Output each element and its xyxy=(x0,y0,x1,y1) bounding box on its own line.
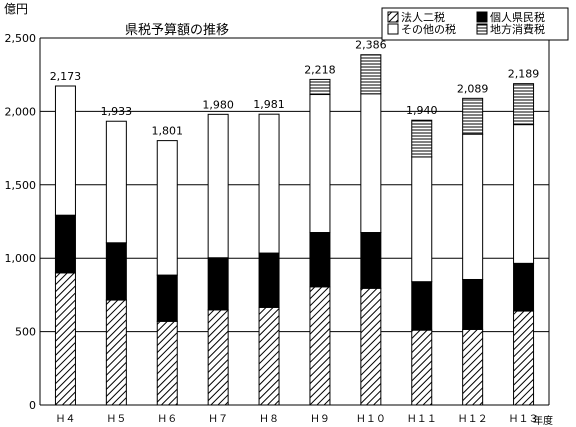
y-tick-label: 500 xyxy=(15,326,36,339)
bar-segment-3 xyxy=(105,120,127,244)
total-label: 2,173 xyxy=(50,70,82,83)
bar-segment-1 xyxy=(513,310,535,406)
legend-label: 法人二税 xyxy=(401,10,445,24)
x-tick-label: Ｈ８ xyxy=(259,414,279,425)
bar-segment-2 xyxy=(54,214,76,274)
total-label: 2,386 xyxy=(355,39,387,52)
bar-segment-2 xyxy=(105,242,127,301)
x-tick-label: Ｈ４ xyxy=(55,414,75,425)
x-axis-label: 年度 xyxy=(533,414,553,427)
bar-segment-3 xyxy=(258,113,280,254)
x-tick-label: Ｈ１２ xyxy=(458,414,488,425)
bar-segment-1 xyxy=(258,306,280,406)
bar-segment-3 xyxy=(411,156,433,283)
bar-segment-3 xyxy=(513,124,535,264)
total-label: 1,933 xyxy=(101,105,133,118)
total-label: 1,980 xyxy=(202,98,234,111)
y-tick-label: 2,500 xyxy=(5,32,37,45)
legend-label: その他の税 xyxy=(401,22,456,36)
bar-segment-1 xyxy=(411,329,433,406)
legend-swatch xyxy=(476,11,488,23)
bar-segment-4 xyxy=(462,97,484,135)
bar-segment-2 xyxy=(258,252,280,308)
y-tick-label: 0 xyxy=(29,399,36,412)
x-tick-label: Ｈ１１ xyxy=(407,414,437,425)
bar-segment-1 xyxy=(207,309,229,406)
total-label: 2,218 xyxy=(304,63,336,76)
bar-segment-2 xyxy=(411,281,433,331)
bar-segment-2 xyxy=(513,262,535,312)
total-label: 2,089 xyxy=(457,82,489,95)
bar-segment-2 xyxy=(360,232,382,289)
y-tick-labels: 0 500 1,000 1,500 2,000 2,500 xyxy=(5,32,37,412)
bar-segment-3 xyxy=(207,113,229,259)
legend-label: 地方消費税 xyxy=(490,22,545,36)
bar-segment-1 xyxy=(462,328,484,406)
bar-segment-3 xyxy=(156,140,178,276)
y-tick-label: 2,000 xyxy=(5,105,37,118)
bar-segment-1 xyxy=(360,287,382,406)
legend-swatch xyxy=(387,23,399,35)
x-tick-labels: Ｈ４ Ｈ５ Ｈ６ Ｈ７ Ｈ８ Ｈ９ Ｈ１０ Ｈ１１ Ｈ１２ Ｈ１３ xyxy=(55,414,538,425)
bar-segment-3 xyxy=(360,93,382,234)
bar-segment-4 xyxy=(309,78,331,96)
bar-segment-3 xyxy=(54,85,76,216)
total-labels: 2,173 1,933 1,801 1,980 1,981 2,218 2,386 1,940… xyxy=(50,39,540,138)
bar-segment-1 xyxy=(309,286,331,406)
total-label: 1,940 xyxy=(406,104,438,117)
bar-segment-3 xyxy=(462,133,484,280)
bar-segment-4 xyxy=(411,119,433,158)
bar-segment-1 xyxy=(105,299,127,406)
bar-segment-1 xyxy=(54,272,76,406)
legend-swatch xyxy=(387,11,399,23)
y-tick-label: 1,500 xyxy=(5,179,37,192)
bar-segment-4 xyxy=(513,83,535,126)
bar-segment-2 xyxy=(207,257,229,311)
bar-segment-2 xyxy=(309,232,331,288)
x-tick-label: Ｈ６ xyxy=(157,414,177,425)
total-label: 1,801 xyxy=(152,125,184,138)
legend-swatch xyxy=(476,23,488,35)
bar-segment-3 xyxy=(309,94,331,234)
x-tick-label: Ｈ７ xyxy=(208,414,228,425)
x-tick-label: Ｈ９ xyxy=(310,414,330,425)
x-tick-label: Ｈ１３ xyxy=(509,414,539,425)
bar-segment-1 xyxy=(156,320,178,406)
legend-box xyxy=(381,7,569,41)
x-tick-label: Ｈ１０ xyxy=(356,414,386,425)
bar-segment-2 xyxy=(156,274,178,322)
bar-segment-2 xyxy=(462,278,484,330)
y-axis-label: 億円 xyxy=(4,2,28,16)
legend-label: 個人県民税 xyxy=(490,10,545,24)
total-label: 1,981 xyxy=(253,98,285,111)
y-tick-label: 1,000 xyxy=(5,252,37,265)
bar-segment-4 xyxy=(360,54,382,95)
chart-title: 県税予算額の推移 xyxy=(125,23,229,38)
x-tick-label: Ｈ５ xyxy=(106,414,126,425)
bars-group xyxy=(54,54,535,406)
total-label: 2,189 xyxy=(508,68,540,81)
